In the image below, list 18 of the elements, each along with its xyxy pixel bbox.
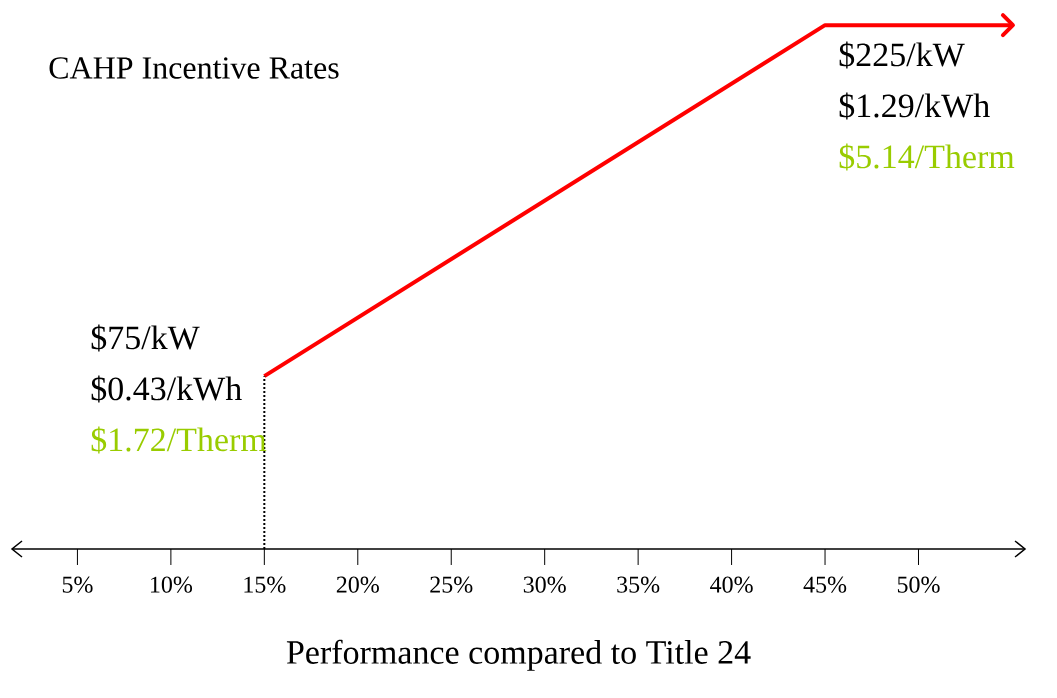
annotation: $225/kW [839,41,965,69]
x-tick-label: 45% [803,576,847,593]
x-tick-label: 35% [617,576,660,593]
annotation: $1.72/Therm [91,426,267,454]
x-tick-label: 40% [710,576,753,593]
x-tick-label: 25% [430,576,473,593]
x-tick-label: 15% [244,576,286,593]
annotation: $0.43/kWh [91,375,242,403]
x-tick-label: 50% [897,576,940,593]
x-tick-label: 20% [336,576,379,593]
x-tick-label: 10% [150,576,193,593]
x-tick-label: 30% [523,576,566,593]
annotation: $1.29/kWh [839,92,990,120]
annotation: $5.14/Therm [839,143,1015,171]
x-tick-label: 5% [62,576,93,593]
annotation: $75/kW [91,324,200,352]
x-axis-title: Performance compared to Title 24 [286,639,751,671]
text: CAHP Incentive Rates [49,57,339,79]
